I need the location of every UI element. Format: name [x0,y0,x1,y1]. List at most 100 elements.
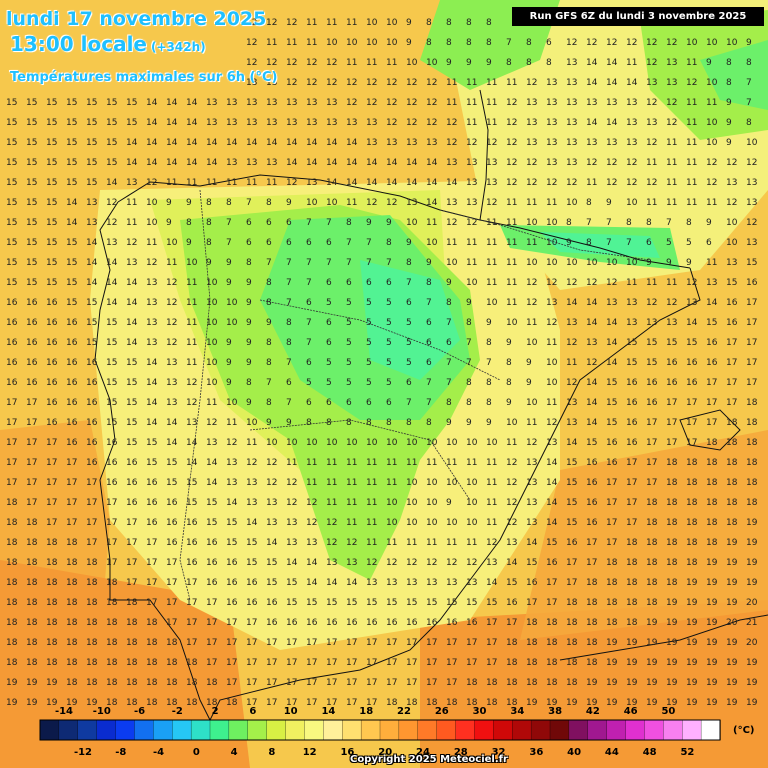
grid-value: 8 [566,218,572,228]
grid-value: 7 [346,238,352,248]
grid-value: 13 [166,358,177,368]
legend-label-upper: 30 [473,706,487,717]
grid-value: 9 [706,58,712,68]
grid-value: 14 [286,158,298,168]
grid-value: 16 [86,398,98,408]
grid-value: 15 [206,498,217,508]
grid-value: 12 [186,398,197,408]
grid-value: 17 [446,658,457,668]
grid-value: 12 [106,198,117,208]
grid-value: 18 [546,678,558,688]
legend-swatch [323,719,343,741]
grid-value: 16 [686,358,698,368]
grid-value: 14 [126,278,138,288]
legend-swatch [285,719,306,741]
grid-value: 11 [526,318,537,328]
grid-value: 13 [586,338,597,348]
grid-value: 17 [146,558,157,568]
grid-value: 12 [686,78,697,88]
coastlines [94,89,768,741]
grid-value: 11 [186,358,197,368]
grid-value: 5 [686,238,692,248]
grid-value: 7 [446,378,452,388]
grid-value: 16 [626,398,638,408]
grid-value: 15 [286,598,297,608]
grid-value: 10 [346,38,358,48]
grid-value: 19 [666,678,678,688]
grid-value: 13 [326,118,337,128]
grid-value: 7 [426,378,432,388]
grid-value: 14 [206,458,218,468]
grid-value: 7 [466,338,472,348]
grid-value: 13 [666,318,677,328]
grid-value: 6 [306,358,312,368]
grid-value: 13 [366,138,377,148]
grid-value: 14 [586,418,598,428]
legend-swatch [39,719,60,741]
grid-value: 18 [706,478,718,488]
grid-value: 12 [626,178,637,188]
grid-value: 18 [6,518,18,528]
grid-value: 7 [226,218,232,228]
grid-value: 13 [166,378,177,388]
grid-value: 6 [706,238,712,248]
grid-value: 11 [446,238,457,248]
grid-value: 7 [426,298,432,308]
grid-value: 18 [566,598,578,608]
grid-value: 17 [206,658,217,668]
france-coast [479,89,489,221]
grid-value: 12 [226,438,237,448]
grid-value: 9 [266,418,272,428]
grid-value: 12 [606,38,617,48]
grid-value: 16 [126,458,138,468]
legend-swatch [172,719,192,741]
grid-value: 12 [366,198,377,208]
grid-value: 17 [226,658,237,668]
grid-value: 11 [446,538,457,548]
grid-value: 14 [286,558,298,568]
grid-value: 11 [386,478,397,488]
grid-value: 18 [566,658,578,668]
grid-value: 11 [666,138,677,148]
grid-value: 18 [626,618,638,628]
grid-value: 12 [306,518,317,528]
grid-value: 15 [46,158,57,168]
grid-value: 15 [86,298,97,308]
grid-value: 14 [226,138,238,148]
grid-value: 14 [506,558,518,568]
grid-value: 12 [266,458,277,468]
grid-value: 18 [86,598,98,608]
grid-value: 8 [586,238,592,248]
grid-value: 19 [546,698,558,708]
grid-value: 14 [546,498,558,508]
grid-value: 9 [446,58,452,68]
grid-value: 10 [546,358,558,368]
grid-value: 11 [526,238,537,248]
grid-value: 7 [666,218,672,228]
grid-value: 5 [346,358,352,368]
grid-value: 15 [166,458,177,468]
africa-coast [559,614,768,661]
grid-value: 14 [206,158,218,168]
grid-value: 14 [586,398,598,408]
grid-value: 8 [686,218,692,228]
grid-value: 17 [346,678,357,688]
grid-value: 16 [66,358,78,368]
grid-value: 19 [686,638,698,648]
grid-value: 15 [26,198,37,208]
grid-value: 18 [146,698,158,708]
legend-swatch [58,719,79,741]
grid-value: 17 [626,478,637,488]
grid-value: 17 [266,698,277,708]
grid-value: 19 [626,678,638,688]
grid-value: 14 [306,158,318,168]
grid-value: 16 [206,558,218,568]
grid-value: 15 [26,258,37,268]
grid-value: 14 [86,238,98,248]
grid-value: 15 [646,358,657,368]
legend-label-lower: 28 [454,747,468,758]
grid-value: 16 [186,538,198,548]
grid-value: 19 [706,658,718,668]
grid-value: 18 [726,438,738,448]
grid-value: 18 [86,658,98,668]
